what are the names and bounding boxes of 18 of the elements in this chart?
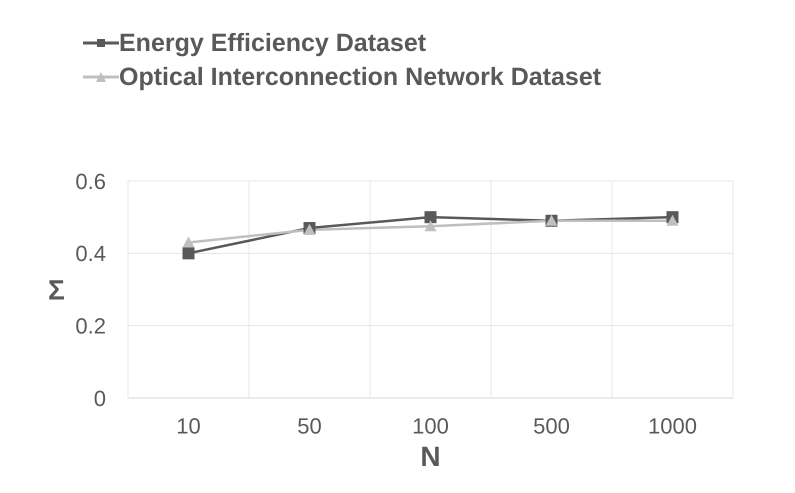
x-tick-label: 100 xyxy=(412,414,449,439)
x-tick-label: 500 xyxy=(533,414,570,439)
point xyxy=(424,220,436,232)
y-tick-label: 0.6 xyxy=(75,168,106,194)
x-axis-title: N xyxy=(420,441,441,472)
y-axis-title: Σ xyxy=(48,274,65,306)
x-tick-label: 50 xyxy=(297,414,322,439)
point xyxy=(182,236,194,248)
point xyxy=(424,211,436,224)
y-tick-label: 0.2 xyxy=(75,313,106,338)
x-tick-label: 10 xyxy=(176,414,201,439)
x-tick-label: 1000 xyxy=(648,414,697,439)
point xyxy=(666,214,678,226)
y-tick-label: 0.4 xyxy=(75,241,106,266)
legend-label: Energy Efficiency Dataset xyxy=(119,28,426,58)
y-tick-label: 0 xyxy=(94,386,106,411)
point xyxy=(182,247,194,260)
legend-label: Optical Interconnection Network Dataset xyxy=(119,62,602,92)
